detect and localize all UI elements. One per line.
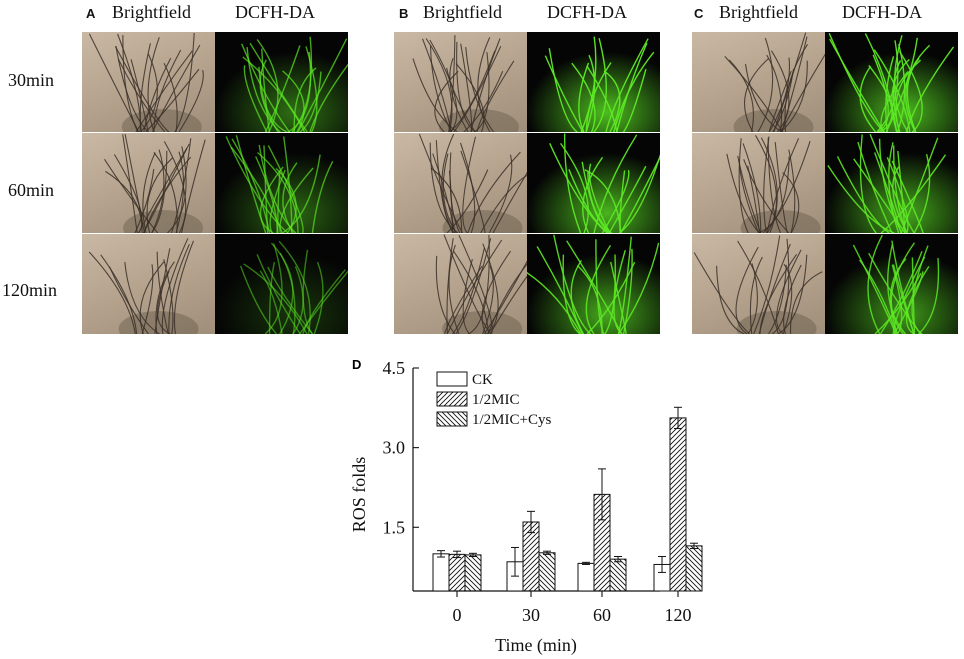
fluorescence-image <box>527 32 660 132</box>
legend-swatch <box>436 371 468 387</box>
brightfield-image <box>82 234 215 334</box>
legend-label: 1/2MIC+Cys <box>472 412 551 428</box>
bar-hatch-back <box>609 558 627 592</box>
bar-hatch-back <box>538 552 556 592</box>
brightfield-image <box>394 133 527 233</box>
ros-bar-chart: D 1.5 3.0 4.5 0 30 60 120 CK 1/2MIC 1/2MIC+Cys Time… <box>349 357 703 655</box>
brightfield-image <box>82 32 215 132</box>
legend-label: CK <box>472 372 493 388</box>
panel-b-col-dcfh: DCFH-DA <box>547 2 628 22</box>
brightfield-image <box>394 234 527 334</box>
brightfield-image <box>394 32 527 132</box>
y-tick-label: 1.5 <box>383 517 406 537</box>
bar-open <box>577 562 595 592</box>
panel-c-col-dcfh: DCFH-DA <box>842 2 923 22</box>
brightfield-image <box>82 133 215 233</box>
panel-a-col-dcfh: DCFH-DA <box>235 2 316 22</box>
panel-a-images <box>82 32 348 334</box>
x-axis-label: Time (min) <box>495 635 577 655</box>
x-tick-label: 0 <box>453 605 462 625</box>
x-tick-label: 60 <box>593 605 611 625</box>
bar-open <box>432 553 450 592</box>
panel-label-a: A <box>86 6 96 21</box>
fluorescence-image <box>527 133 660 233</box>
row-label-120min: 120min <box>2 280 58 300</box>
y-tick-label: 3.0 <box>383 438 406 458</box>
fluorescence-image <box>527 234 660 334</box>
fluorescence-image <box>825 133 958 233</box>
panel-label-d: D <box>352 357 361 372</box>
bar-hatch-forward <box>669 417 687 592</box>
panel-label-b: B <box>399 6 409 21</box>
panel-label-c: C <box>694 6 704 21</box>
brightfield-image <box>692 32 825 132</box>
x-tick-label: 120 <box>665 605 692 625</box>
fluorescence-image <box>215 32 348 132</box>
fluorescence-image <box>215 234 348 334</box>
legend-label: 1/2MIC <box>472 392 520 408</box>
panel-a-col-brightfield: Brightfield <box>112 2 191 22</box>
y-tick-label: 4.5 <box>383 358 406 378</box>
row-label-60min: 60min <box>8 180 55 200</box>
panel-c-col-brightfield: Brightfield <box>719 2 798 22</box>
bar-hatch-back <box>464 554 482 592</box>
fluorescence-image <box>215 133 348 233</box>
x-tick-label: 30 <box>522 605 540 625</box>
bar-hatch-back <box>685 545 703 592</box>
panel-b-col-brightfield: Brightfield <box>423 2 502 22</box>
fluorescence-image <box>825 32 958 132</box>
bar-hatch-forward <box>448 553 466 592</box>
panel-b-images <box>394 32 660 334</box>
brightfield-image <box>692 133 825 233</box>
panel-c-images <box>692 32 958 334</box>
fluorescence-image <box>825 234 958 334</box>
row-label-30min: 30min <box>8 70 55 90</box>
legend-swatch <box>436 391 468 407</box>
brightfield-image <box>692 234 825 334</box>
legend-swatch <box>436 411 468 427</box>
y-axis-label: ROS folds <box>349 457 369 533</box>
